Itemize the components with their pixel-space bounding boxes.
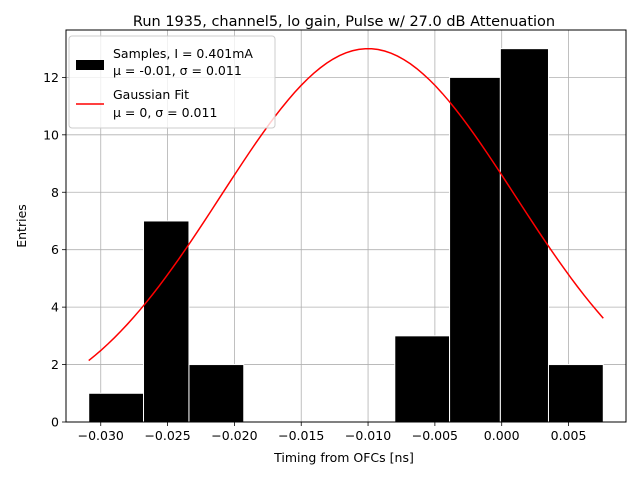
legend-box	[68, 35, 276, 129]
y-tick-label: 8	[51, 185, 59, 200]
x-tick-label: −0.030	[78, 428, 124, 443]
histogram-bar	[547, 364, 604, 423]
histogram-bar	[88, 392, 145, 423]
x-tick-label: −0.025	[144, 428, 190, 443]
y-tick-label: 0	[51, 415, 59, 430]
x-axis-ticks: −0.030 −0.025 −0.020 −0.015 −0.010 −0.005 0.00…	[78, 422, 587, 443]
legend-samples-swatch	[76, 60, 104, 70]
x-tick-label: −0.015	[278, 428, 324, 443]
legend-samples-label: Samples, I = 0.401mA	[113, 46, 253, 61]
legend-samples-stats: μ = -0.01, σ = 0.011	[113, 63, 242, 78]
y-axis-ticks: 0 2 4 6 8 10 12	[43, 70, 66, 430]
x-axis-label: Timing from OFCs [ns]	[273, 450, 414, 465]
y-axis-label: Entries	[14, 204, 29, 248]
legend: Samples, I = 0.401mA μ = -0.01, σ = 0.01…	[68, 35, 276, 129]
y-tick-label: 6	[51, 242, 59, 257]
histogram-bar	[449, 76, 501, 423]
x-tick-label: −0.010	[345, 428, 391, 443]
plot-frame	[65, 29, 627, 423]
gaussian-fit	[88, 47, 604, 362]
y-tick-label: 2	[51, 357, 59, 372]
x-tick-label: 0.005	[551, 428, 587, 443]
chart-title: Run 1935, channel5, lo gain, Pulse w/ 27…	[133, 14, 555, 30]
legend-fit-label: Gaussian Fit	[113, 87, 189, 102]
y-tick-label: 12	[43, 70, 59, 85]
y-tick-label: 10	[43, 127, 59, 142]
x-tick-label: 0.000	[484, 428, 520, 443]
x-tick-label: −0.005	[412, 428, 458, 443]
histogram-bar	[188, 364, 245, 423]
legend-fit-stats: μ = 0, σ = 0.011	[113, 105, 217, 120]
histogram-bar	[394, 335, 451, 423]
y-tick-label: 4	[51, 300, 59, 315]
x-tick-label: −0.020	[211, 428, 257, 443]
histogram-bar	[143, 220, 190, 423]
gaussian-fit-curve	[88, 47, 604, 362]
